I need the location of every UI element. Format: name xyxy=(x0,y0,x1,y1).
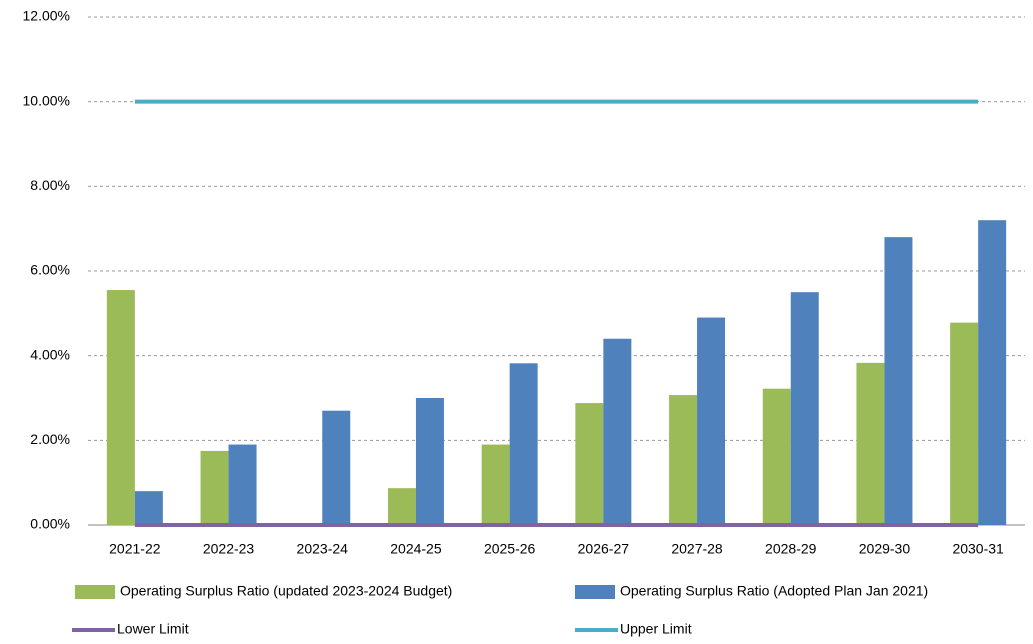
x-tick-label: 2024-25 xyxy=(390,541,442,557)
legend-label: Lower Limit xyxy=(117,621,189,637)
x-tick-label: 2023-24 xyxy=(297,541,349,557)
bar xyxy=(697,317,726,525)
bar xyxy=(106,290,135,525)
y-tick-label: 0.00% xyxy=(30,516,70,532)
bar xyxy=(387,488,416,525)
bar xyxy=(415,398,444,525)
bar xyxy=(950,322,979,525)
x-tick-label: 2026-27 xyxy=(578,541,630,557)
legend-label: Operating Surplus Ratio (updated 2023-20… xyxy=(120,583,452,599)
x-tick-label: 2028-29 xyxy=(765,541,817,557)
x-tick-label: 2027-28 xyxy=(671,541,723,557)
x-tick-label: 2030-31 xyxy=(952,541,1004,557)
legend-label: Operating Surplus Ratio (Adopted Plan Ja… xyxy=(620,583,928,599)
bar xyxy=(134,491,163,525)
bar xyxy=(978,220,1007,525)
legend-swatch xyxy=(575,585,615,599)
x-tick-label: 2022-23 xyxy=(203,541,255,557)
bar xyxy=(322,410,351,525)
bar xyxy=(884,237,913,525)
bar xyxy=(762,388,791,525)
x-tick-label: 2021-22 xyxy=(109,541,161,557)
bar xyxy=(228,444,257,525)
x-tick-label: 2029-30 xyxy=(859,541,911,557)
bar xyxy=(603,338,632,525)
legend-swatch xyxy=(75,585,115,599)
y-tick-label: 2.00% xyxy=(30,431,70,447)
y-tick-label: 8.00% xyxy=(30,177,70,193)
bar xyxy=(790,292,819,525)
bar xyxy=(669,395,698,525)
y-tick-label: 4.00% xyxy=(30,346,70,362)
y-tick-label: 6.00% xyxy=(30,262,70,278)
bar xyxy=(856,362,885,525)
x-tick-label: 2025-26 xyxy=(484,541,536,557)
bar xyxy=(481,444,510,525)
bar xyxy=(575,403,604,525)
y-tick-label: 10.00% xyxy=(23,92,70,108)
bar xyxy=(509,363,538,525)
bar xyxy=(200,450,229,525)
legend-label: Upper Limit xyxy=(620,621,692,637)
y-tick-label: 12.00% xyxy=(23,8,70,24)
